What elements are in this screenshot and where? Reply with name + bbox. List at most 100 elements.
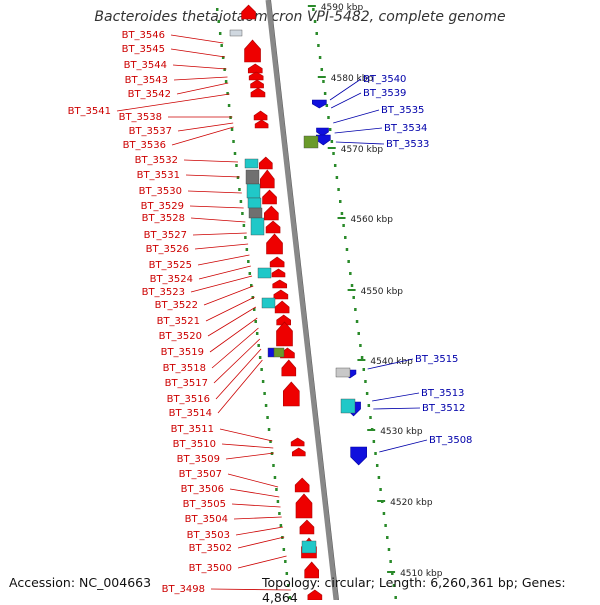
track-dot	[387, 548, 391, 551]
leader-line	[334, 127, 383, 134]
track-dot	[218, 32, 222, 35]
forward-gene	[262, 189, 277, 205]
forward-gene	[269, 256, 285, 268]
feature-block	[261, 297, 276, 309]
track-dot	[244, 236, 247, 239]
reverse-gene-label: BT_3513	[421, 388, 464, 399]
leader-line	[229, 488, 280, 498]
scale-label: 4520 kbp	[390, 498, 433, 508]
feature-block	[244, 158, 259, 169]
leader-line	[367, 358, 414, 370]
forward-gene-label: BT_3544	[124, 60, 167, 71]
leader-line	[205, 296, 255, 322]
forward-gene	[266, 233, 283, 255]
track-dot	[317, 44, 320, 47]
forward-gene	[241, 4, 256, 20]
feature-block	[250, 217, 265, 236]
track-dot	[232, 140, 235, 143]
track-dot	[340, 212, 344, 215]
forward-gene-label: BT_3521	[157, 316, 200, 327]
feature-block	[340, 398, 356, 414]
track-dot	[248, 272, 252, 275]
reverse-gene-label: BT_3515	[415, 354, 458, 365]
forward-gene-label: BT_3538	[119, 112, 162, 123]
track-dot	[327, 116, 330, 119]
leader-line	[187, 190, 242, 194]
track-dot	[320, 68, 324, 71]
leader-line	[330, 92, 362, 109]
forward-gene-label: BT_3526	[146, 244, 189, 255]
scale-label: 4510 kbp	[400, 569, 443, 579]
forward-gene	[291, 447, 306, 457]
track-dot	[389, 560, 392, 563]
track-dot	[365, 392, 369, 395]
forward-gene-label: BT_3511	[171, 424, 214, 435]
track-dot	[258, 356, 262, 359]
leader-line	[189, 205, 244, 209]
forward-gene-label: BT_3528	[142, 213, 185, 224]
reverse-gene	[350, 446, 367, 466]
leader-line	[190, 217, 246, 223]
track-dot	[282, 548, 286, 551]
track-dot	[224, 80, 228, 83]
forward-gene	[250, 87, 266, 98]
forward-gene-label: BT_3509	[177, 454, 220, 465]
forward-gene-label: BT_3517	[165, 378, 208, 389]
track-dot	[264, 404, 268, 407]
forward-gene-label: BT_3542	[128, 89, 171, 100]
track-dot	[360, 356, 364, 359]
track-dot	[266, 416, 269, 419]
forward-gene	[282, 381, 300, 407]
track-dot	[315, 32, 318, 35]
forward-gene-label: BT_3527	[144, 230, 187, 241]
forward-gene-label: BT_3531	[137, 170, 180, 181]
leader-line	[233, 516, 282, 520]
track-dot	[236, 176, 240, 179]
track-dot	[230, 128, 234, 131]
track-dot	[247, 260, 250, 263]
track-dot	[323, 92, 327, 95]
reverse-gene-label: BT_3512	[422, 403, 465, 414]
forward-gene	[294, 477, 310, 493]
scale-label: 4540 kbp	[370, 357, 413, 367]
forward-gene-label: BT_3519	[161, 347, 204, 358]
feature-block	[335, 367, 351, 378]
track-dot	[233, 152, 237, 155]
forward-gene	[295, 493, 313, 519]
leader-line	[203, 285, 254, 306]
track-dot	[227, 104, 231, 107]
topology-label: Topology: circular; Length: 6,260,361 bp…	[262, 575, 566, 605]
feature-block	[229, 29, 243, 37]
leader-line	[373, 407, 421, 410]
scale-label: 4570 kbp	[341, 145, 384, 155]
leader-line	[211, 327, 259, 369]
track-dot	[386, 536, 389, 539]
forward-gene-label: BT_3546	[122, 30, 165, 41]
reverse-gene	[316, 127, 329, 137]
genome-title: Bacteroides thetaiotaomicron VPI-5482, c…	[94, 9, 506, 25]
track-dot	[287, 584, 290, 587]
track-dot	[335, 176, 339, 179]
forward-gene-label: BT_3502	[189, 543, 232, 554]
track-dot	[349, 272, 352, 275]
track-dot	[345, 248, 349, 251]
track-dot	[254, 320, 257, 323]
leader-line	[217, 359, 263, 414]
leader-line	[227, 473, 279, 488]
leader-line	[213, 338, 261, 384]
track-dot	[223, 68, 226, 71]
forward-gene	[264, 205, 279, 221]
track-dot	[359, 344, 362, 347]
leader-line	[116, 93, 230, 112]
forward-gene	[274, 300, 290, 314]
track-dot	[350, 284, 354, 287]
track-dot	[269, 440, 272, 443]
reverse-gene	[315, 134, 331, 146]
leader-line	[170, 48, 226, 58]
track-dot	[242, 224, 246, 227]
leader-line	[194, 243, 249, 250]
track-dot	[275, 488, 278, 491]
track-dot	[379, 488, 382, 491]
leader-line	[207, 306, 257, 337]
reverse-gene-label: BT_3534	[384, 123, 427, 134]
